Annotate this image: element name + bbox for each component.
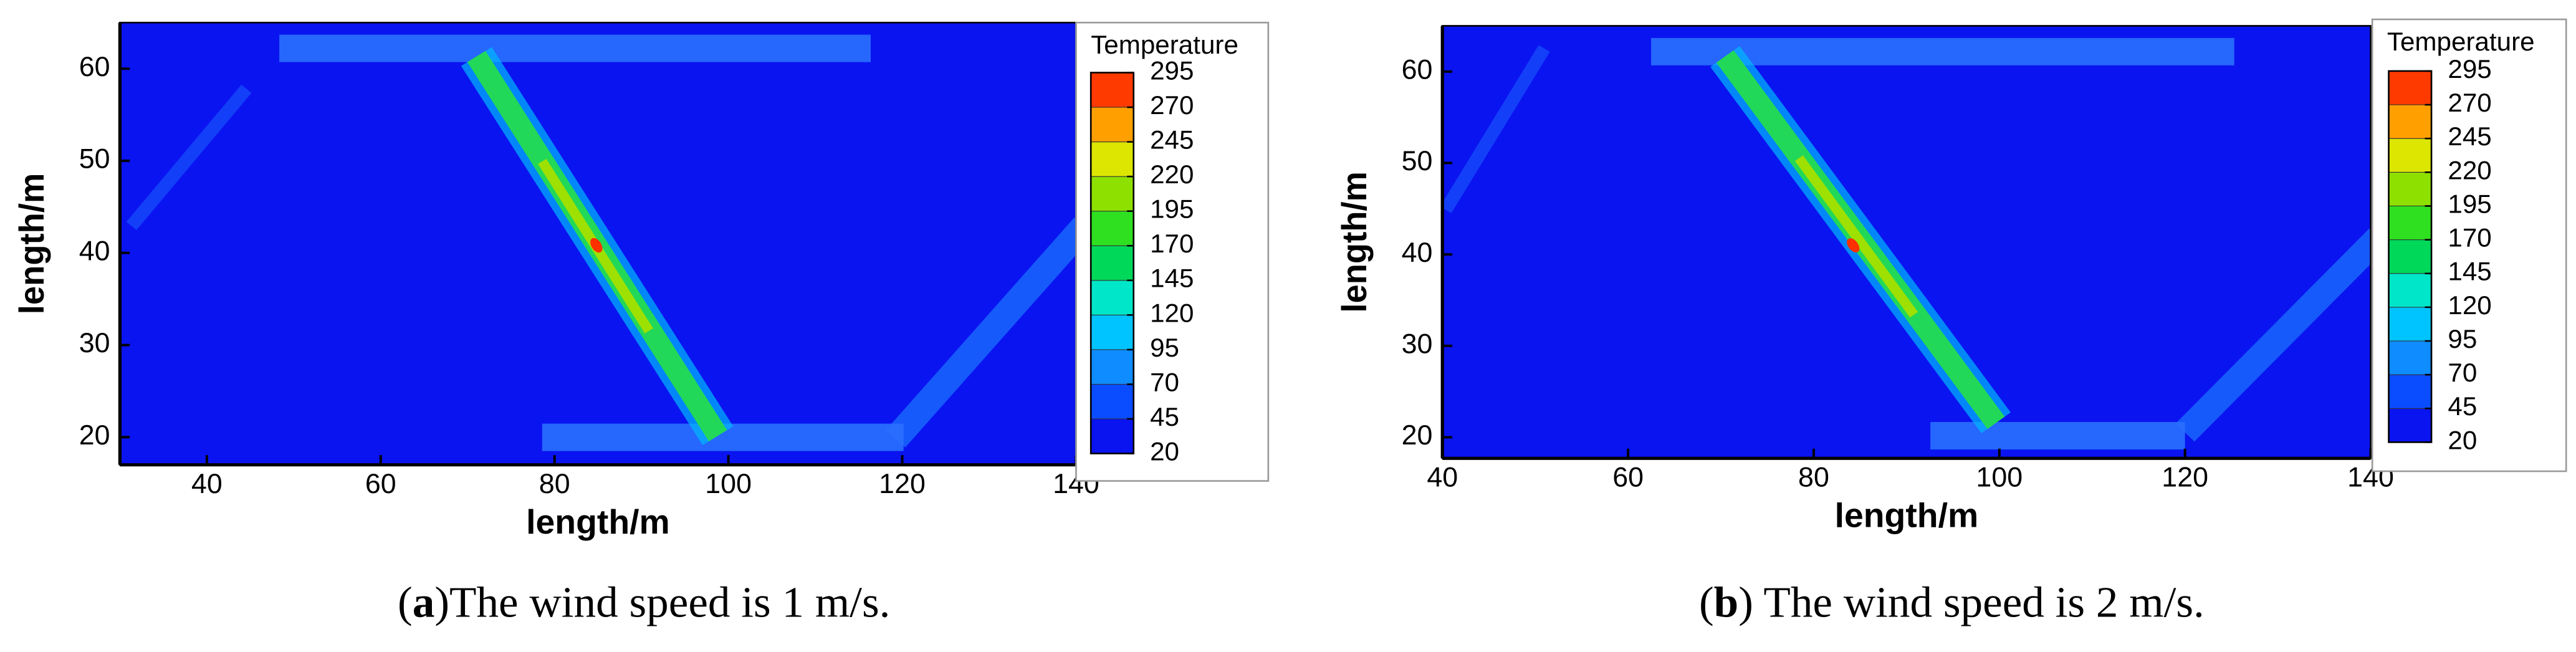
y-axis-label: length/m (12, 173, 52, 315)
x-tick-label: 120 (2162, 463, 2208, 493)
faint-band (126, 84, 252, 231)
x-tick-label: 80 (539, 469, 570, 499)
x-axis-label: length/m (526, 502, 670, 540)
caption-open: ( (1699, 578, 1714, 626)
colorbar-label: 195 (2448, 189, 2491, 219)
colorbar-label: 295 (2448, 54, 2491, 84)
colorbar-label: 70 (1150, 368, 1179, 397)
field (120, 22, 1076, 465)
colorbar-band (2388, 104, 2432, 139)
colorbar-band (2388, 70, 2432, 105)
colorbar-label: 45 (1150, 402, 1179, 431)
colorbar-band (1090, 349, 1134, 385)
colorbar-band (2388, 273, 2432, 308)
x-tick-label: 60 (365, 469, 396, 499)
colorbar-label: 220 (2448, 156, 2491, 185)
colorbar-label: 120 (1150, 299, 1194, 328)
y-tick-label: 60 (79, 52, 110, 82)
colorbar-label: 170 (1150, 229, 1194, 259)
y-tick-label: 20 (1402, 421, 1433, 451)
faint-band (2175, 227, 2371, 442)
colorbar-band (1090, 245, 1134, 281)
colorbar-band (1090, 211, 1134, 246)
colorbar-label: 70 (2448, 358, 2477, 387)
colorbar-band (1090, 141, 1134, 177)
y-axis-label: length/m (1334, 171, 1374, 313)
band-core (1794, 155, 1918, 318)
y-tick-label: 30 (79, 328, 110, 359)
hot-spot (1847, 238, 1860, 252)
colorbar-label: 95 (2448, 324, 2477, 353)
faint-band (885, 217, 1076, 448)
colorbar-frame (1089, 72, 1135, 454)
colorbar-label: 220 (1150, 160, 1194, 189)
x-tick-label: 100 (705, 469, 752, 499)
x-tick-label: 60 (1612, 463, 1644, 493)
x-axis-label: length/m (1835, 496, 1979, 534)
colorbar-band (1090, 280, 1134, 315)
caption-open: ( (398, 578, 413, 626)
caption: (b) The wind speed is 2 m/s. (1699, 578, 2205, 626)
colorbar-band (1090, 418, 1134, 454)
caption: (a)The wind speed is 1 m/s. (398, 578, 890, 626)
colorbar-band (2388, 138, 2432, 173)
hot-spot (590, 237, 603, 253)
colorbar-band (2388, 171, 2432, 206)
colorbar-label: 270 (2448, 88, 2491, 117)
x-tick-label: 40 (1427, 463, 1458, 493)
colorbar-label: 145 (1150, 264, 1194, 293)
colorbar-band (1090, 176, 1134, 212)
caption-label: a (413, 578, 435, 626)
colorbar-band (2388, 408, 2432, 443)
x-tick-label: 80 (1798, 463, 1829, 493)
colorbar-band (1090, 72, 1134, 108)
colorbar-label: 20 (1150, 437, 1179, 466)
colorbar-label: 120 (2448, 290, 2491, 320)
colorbar-label: 45 (2448, 392, 2477, 421)
field (1442, 26, 2371, 459)
y-tick-label: 60 (1402, 55, 1433, 85)
colorbar-label: 245 (2448, 122, 2491, 151)
y-tick-label: 50 (1402, 146, 1433, 176)
caption-text: ) The wind speed is 2 m/s. (1738, 578, 2205, 626)
y-tick-label: 30 (1402, 329, 1433, 360)
colorbar-band (1090, 314, 1134, 350)
x-tick-label: 40 (191, 469, 223, 499)
colorbar-label: 270 (1150, 90, 1194, 120)
colorbar-label: 170 (2448, 223, 2491, 252)
colorbar-band (2388, 307, 2432, 342)
colorbar-band (2388, 239, 2432, 274)
colorbar-band (1090, 107, 1134, 143)
y-tick-label: 50 (79, 144, 110, 175)
y-tick-label: 40 (79, 236, 110, 267)
colorbar-label: 20 (2448, 426, 2477, 455)
y-tick-label: 40 (1402, 237, 1433, 268)
colorbar-band (1090, 383, 1134, 419)
x-tick-label: 100 (1976, 463, 2023, 493)
colorbar-label: 145 (2448, 257, 2491, 286)
colorbar-frame (2388, 70, 2433, 443)
caption-label: b (1714, 578, 1739, 626)
colorbar-label: 245 (1150, 125, 1194, 155)
colorbar-band (2388, 205, 2432, 241)
colorbar-label: 295 (1150, 56, 1194, 85)
colorbar-label: 95 (1150, 333, 1179, 362)
legend-title: Temperature (1091, 30, 1238, 59)
faint-band (1442, 45, 1550, 213)
legend-title: Temperature (2387, 27, 2535, 56)
colorbar-label: 195 (1150, 194, 1194, 224)
caption-text: )The wind speed is 1 m/s. (434, 578, 890, 626)
colorbar-band (2388, 374, 2432, 409)
colorbar-band (2388, 340, 2432, 375)
x-tick-label: 120 (879, 469, 926, 499)
y-tick-label: 20 (79, 420, 110, 451)
